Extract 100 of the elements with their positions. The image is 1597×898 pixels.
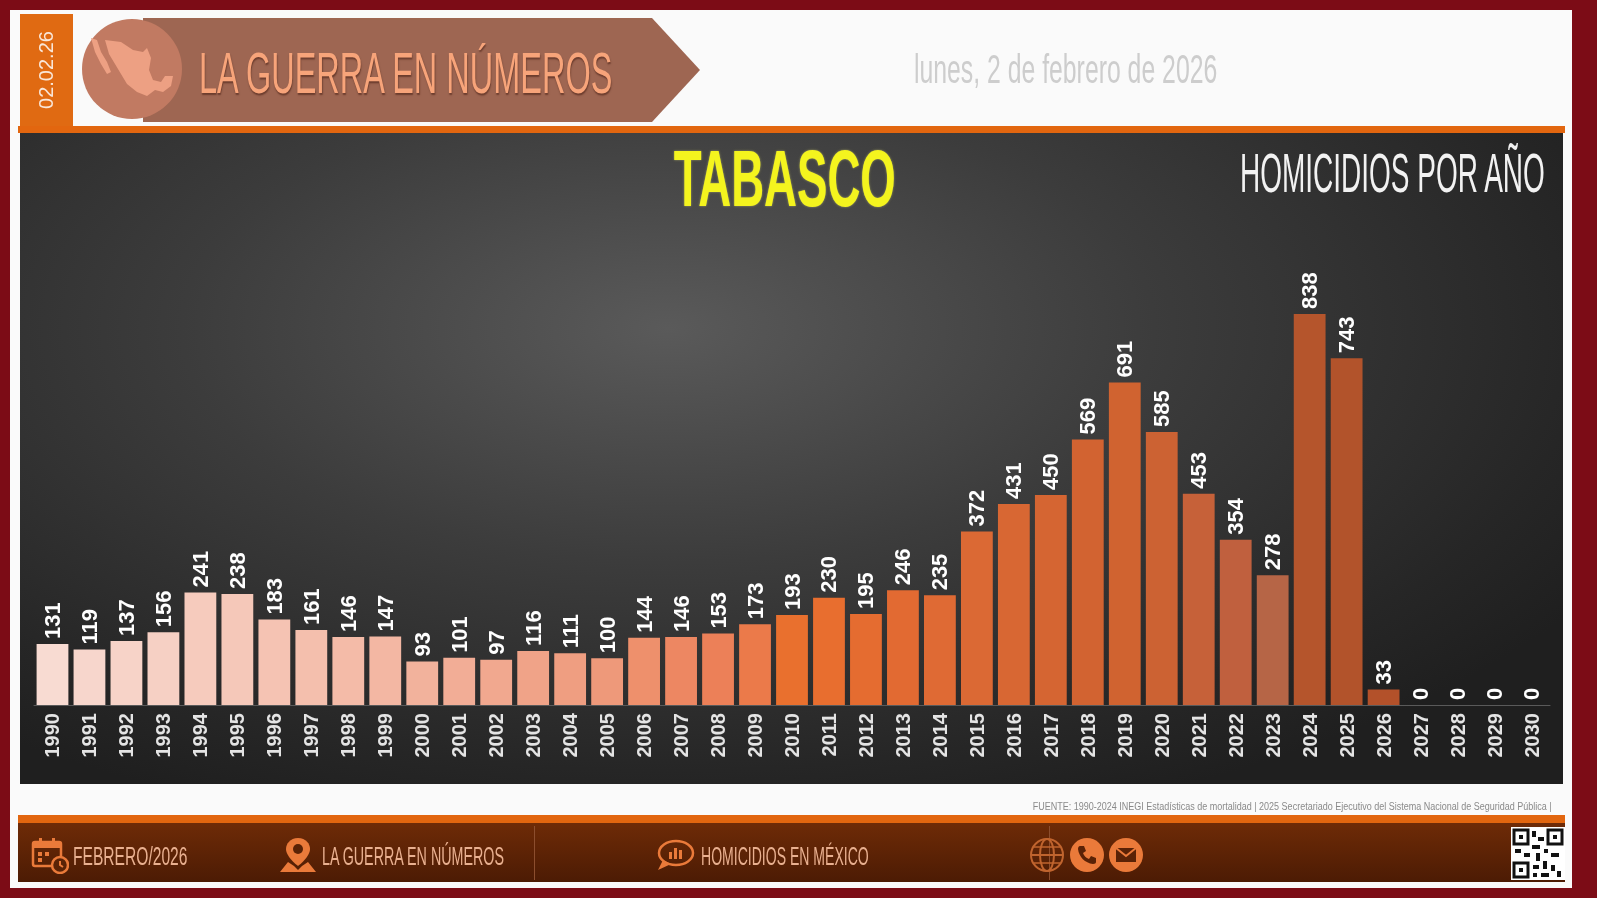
- x-tick-label: 2013: [891, 713, 914, 758]
- data-label: 119: [76, 608, 102, 645]
- bar: [960, 531, 993, 705]
- x-tick-label: 2010: [781, 713, 803, 758]
- x-tick-label: 2002: [485, 713, 508, 758]
- bar: [776, 614, 808, 705]
- x-tick-label: 1999: [374, 713, 397, 758]
- source-note: FUENTE: 1990-2024 INEGI Estadísticas de mortalidad | 2025 Secretariado Ejecutivo del Sistema Nacional de Seguridad Pública |: [1033, 801, 1552, 812]
- x-tick-label: 2009: [744, 713, 767, 758]
- x-tick-label: 2007: [670, 713, 693, 758]
- data-label: 146: [335, 595, 361, 632]
- x-tick-label: 2003: [522, 713, 545, 758]
- x-tick-label: 2025: [1335, 713, 1358, 758]
- bar: [702, 633, 734, 705]
- data-label: 147: [372, 594, 398, 632]
- data-label: 569: [1075, 397, 1101, 435]
- x-tick-label: 2026: [1372, 713, 1395, 758]
- x-tick-label: 2027: [1409, 713, 1432, 758]
- data-label: 0: [1482, 687, 1508, 700]
- x-tick-label: 2019: [1113, 713, 1136, 758]
- data-label: 153: [705, 591, 731, 629]
- bar: [480, 659, 513, 705]
- x-tick-label: 1997: [300, 713, 323, 758]
- data-label: 0: [1519, 687, 1545, 700]
- data-label: 838: [1297, 272, 1323, 309]
- data-label: 691: [1112, 340, 1138, 378]
- x-tick-label: 1990: [41, 713, 64, 758]
- x-tick-label: 2014: [928, 712, 951, 758]
- data-label: 372: [964, 489, 990, 527]
- data-label: 354: [1223, 497, 1249, 535]
- x-tick-label: 2016: [1002, 713, 1025, 758]
- bar: [73, 649, 106, 705]
- data-label: 0: [1408, 687, 1434, 700]
- x-tick-label: 2028: [1446, 713, 1469, 758]
- bar: [406, 661, 439, 705]
- data-label: 101: [446, 616, 472, 653]
- x-tick-label: 2030: [1520, 713, 1543, 758]
- bar: [221, 593, 254, 705]
- text: FEBRERO/2026: [73, 841, 188, 871]
- text: LA GUERRA EN NÚMEROS: [322, 841, 504, 871]
- x-tick-label: 2029: [1483, 713, 1506, 758]
- x-tick-label: 2008: [707, 713, 730, 758]
- data-label: 93: [409, 632, 435, 657]
- data-label: 0: [1445, 687, 1471, 700]
- x-tick-label: 2000: [411, 713, 434, 758]
- bar: [1071, 439, 1104, 705]
- bar: [591, 658, 624, 705]
- bar: [1219, 539, 1252, 705]
- data-label: 97: [483, 630, 509, 655]
- data-label: 278: [1260, 533, 1286, 571]
- data-label: 195: [853, 572, 879, 610]
- bar: [628, 637, 660, 705]
- x-tick-label: 1991: [78, 713, 101, 758]
- x-tick-label: 2018: [1076, 713, 1099, 758]
- bar: [1293, 314, 1326, 705]
- x-tick-label: 2011: [817, 713, 840, 757]
- data-label: 431: [1001, 462, 1027, 499]
- x-tick-label: 2001: [448, 713, 471, 758]
- x-tick-label: 2006: [633, 713, 656, 758]
- data-label: 33: [1371, 660, 1397, 685]
- data-label: 100: [594, 616, 620, 654]
- x-tick-label: 2021: [1187, 713, 1210, 758]
- data-label: 146: [668, 595, 694, 632]
- data-label: 183: [261, 577, 287, 615]
- x-tick-label: 2023: [1261, 713, 1284, 758]
- data-label: 241: [187, 550, 213, 588]
- x-tick-label: 1998: [337, 713, 360, 758]
- bar: [813, 597, 845, 705]
- data-label: 137: [113, 599, 139, 637]
- x-tick-label: 2020: [1150, 713, 1173, 758]
- x-tick-label: 2004: [559, 712, 582, 758]
- chart-subtitle: HOMICIDIOS POR AÑO: [1240, 141, 1545, 204]
- bar: [997, 503, 1030, 705]
- data-label: 111: [557, 613, 583, 649]
- bar: [1145, 432, 1178, 705]
- data-label: 161: [298, 588, 324, 625]
- bar: [1034, 495, 1067, 705]
- bar: [924, 595, 956, 705]
- bar: [517, 650, 550, 705]
- data-label: 246: [890, 548, 916, 586]
- bar: [110, 641, 143, 705]
- x-tick-label: 1994: [189, 712, 212, 758]
- data-label: 230: [816, 555, 842, 593]
- bar: [887, 590, 919, 705]
- bar: [1367, 689, 1400, 705]
- x-tick-label: 1995: [226, 713, 249, 758]
- data-label: 144: [631, 595, 657, 633]
- data-label: 131: [39, 602, 65, 639]
- bar: [1330, 358, 1363, 705]
- bar: [147, 632, 180, 705]
- x-tick-label: 2005: [596, 713, 619, 758]
- x-tick-label: 2017: [1039, 713, 1062, 758]
- bar: [554, 653, 587, 705]
- bar: [739, 624, 771, 705]
- bar: [850, 614, 882, 705]
- text: HOMICIDIOS EN MÉXICO: [701, 841, 869, 871]
- text: 02.02.26: [34, 31, 57, 109]
- bar: [258, 619, 291, 705]
- data-label: 238: [224, 552, 250, 589]
- x-tick-label: 1993: [152, 713, 175, 758]
